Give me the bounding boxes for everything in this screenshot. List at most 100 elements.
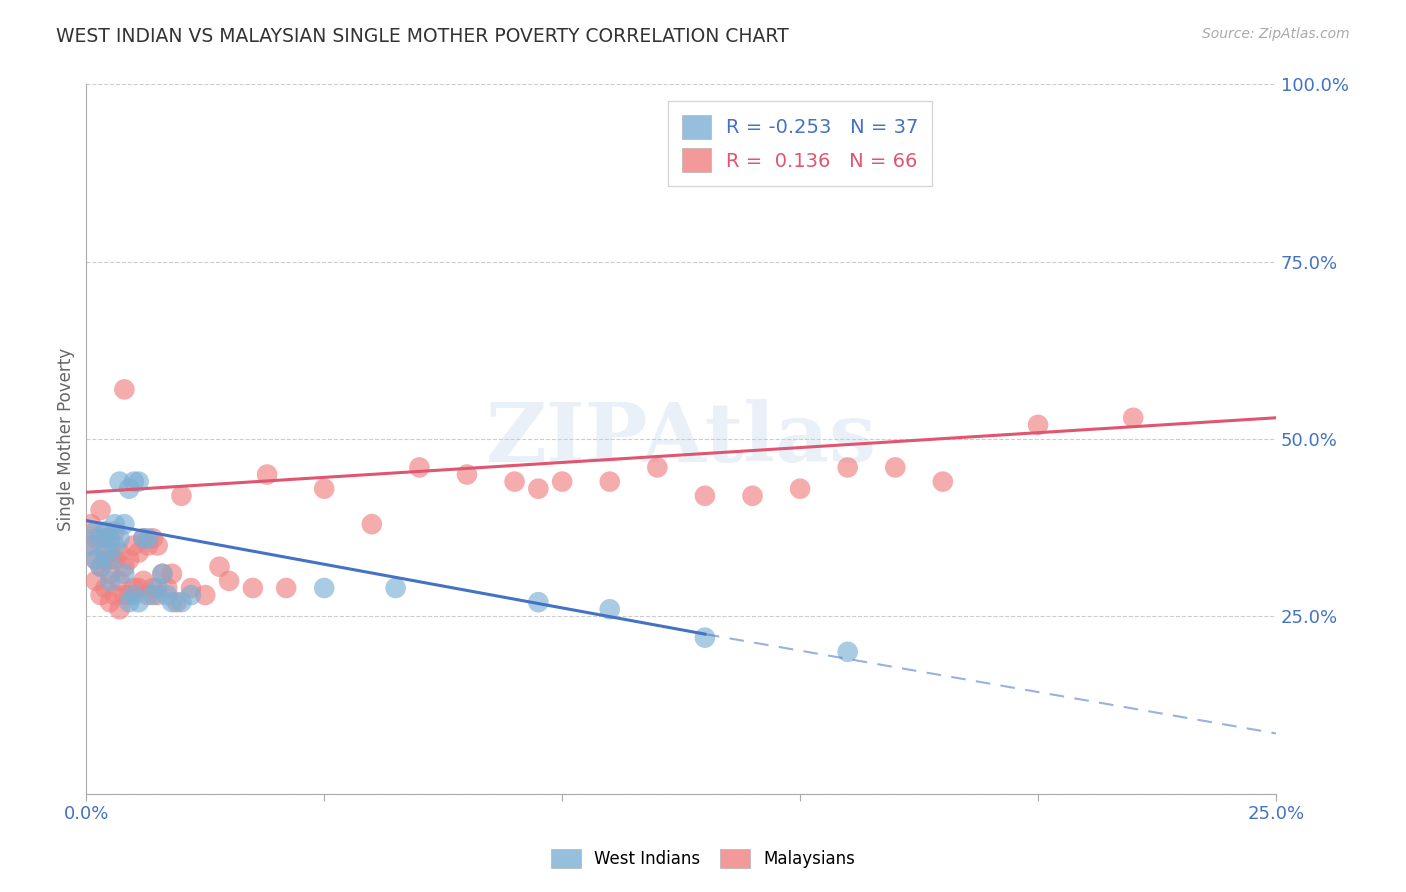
Point	[98, 532, 121, 546]
Point	[128, 595, 150, 609]
Point	[118, 588, 141, 602]
Point	[932, 475, 955, 489]
Y-axis label: Single Mother Poverty: Single Mother Poverty	[58, 348, 75, 531]
Point	[122, 538, 145, 552]
Point	[104, 517, 127, 532]
Point	[112, 383, 135, 397]
Point	[80, 517, 103, 532]
Point	[98, 574, 121, 588]
Point	[98, 595, 121, 609]
Point	[314, 581, 336, 595]
Point	[170, 595, 193, 609]
Point	[146, 588, 169, 602]
Point	[90, 532, 112, 546]
Point	[108, 475, 131, 489]
Point	[112, 588, 135, 602]
Point	[256, 467, 278, 482]
Point	[166, 595, 188, 609]
Point	[527, 595, 550, 609]
Point	[104, 552, 127, 566]
Point	[136, 588, 159, 602]
Point	[90, 559, 112, 574]
Point	[837, 460, 859, 475]
Point	[94, 545, 117, 559]
Point	[194, 588, 217, 602]
Point	[208, 559, 231, 574]
Point	[693, 489, 716, 503]
Point	[108, 532, 131, 546]
Point	[314, 482, 336, 496]
Point	[156, 588, 179, 602]
Point	[128, 581, 150, 595]
Point	[170, 489, 193, 503]
Point	[132, 532, 155, 546]
Point	[104, 524, 127, 539]
Point	[132, 574, 155, 588]
Point	[118, 595, 141, 609]
Point	[146, 581, 169, 595]
Point	[142, 532, 165, 546]
Point	[741, 489, 763, 503]
Point	[84, 524, 107, 539]
Point	[80, 538, 103, 552]
Point	[136, 532, 159, 546]
Point	[94, 552, 117, 566]
Point	[180, 581, 202, 595]
Point	[218, 574, 240, 588]
Point	[84, 552, 107, 566]
Point	[90, 503, 112, 517]
Point	[146, 538, 169, 552]
Text: WEST INDIAN VS MALAYSIAN SINGLE MOTHER POVERTY CORRELATION CHART: WEST INDIAN VS MALAYSIAN SINGLE MOTHER P…	[56, 27, 789, 45]
Point	[599, 602, 621, 616]
Point	[94, 532, 117, 546]
Text: Source: ZipAtlas.com: Source: ZipAtlas.com	[1202, 27, 1350, 41]
Point	[693, 631, 716, 645]
Point	[112, 566, 135, 581]
Point	[112, 517, 135, 532]
Point	[1026, 417, 1049, 432]
Point	[98, 545, 121, 559]
Point	[152, 566, 174, 581]
Point	[94, 524, 117, 539]
Point	[104, 538, 127, 552]
Point	[122, 581, 145, 595]
Point	[156, 581, 179, 595]
Point	[160, 595, 183, 609]
Point	[599, 475, 621, 489]
Point	[108, 574, 131, 588]
Point	[180, 588, 202, 602]
Point	[503, 475, 526, 489]
Point	[132, 532, 155, 546]
Point	[80, 538, 103, 552]
Legend: West Indians, Malaysians: West Indians, Malaysians	[544, 842, 862, 875]
Point	[84, 532, 107, 546]
Point	[94, 581, 117, 595]
Point	[128, 545, 150, 559]
Point	[1122, 410, 1144, 425]
Point	[104, 588, 127, 602]
Point	[242, 581, 264, 595]
Point	[142, 581, 165, 595]
Point	[160, 566, 183, 581]
Point	[84, 552, 107, 566]
Point	[408, 460, 430, 475]
Point	[551, 475, 574, 489]
Point	[122, 588, 145, 602]
Point	[136, 538, 159, 552]
Legend: R = -0.253   N = 37, R =  0.136   N = 66: R = -0.253 N = 37, R = 0.136 N = 66	[668, 102, 932, 186]
Point	[384, 581, 406, 595]
Point	[108, 602, 131, 616]
Point	[142, 588, 165, 602]
Point	[456, 467, 478, 482]
Point	[128, 475, 150, 489]
Point	[84, 574, 107, 588]
Point	[360, 517, 382, 532]
Point	[837, 645, 859, 659]
Point	[98, 552, 121, 566]
Point	[112, 559, 135, 574]
Text: ZIPAtlas: ZIPAtlas	[485, 399, 876, 479]
Point	[98, 566, 121, 581]
Point	[152, 566, 174, 581]
Point	[527, 482, 550, 496]
Point	[118, 552, 141, 566]
